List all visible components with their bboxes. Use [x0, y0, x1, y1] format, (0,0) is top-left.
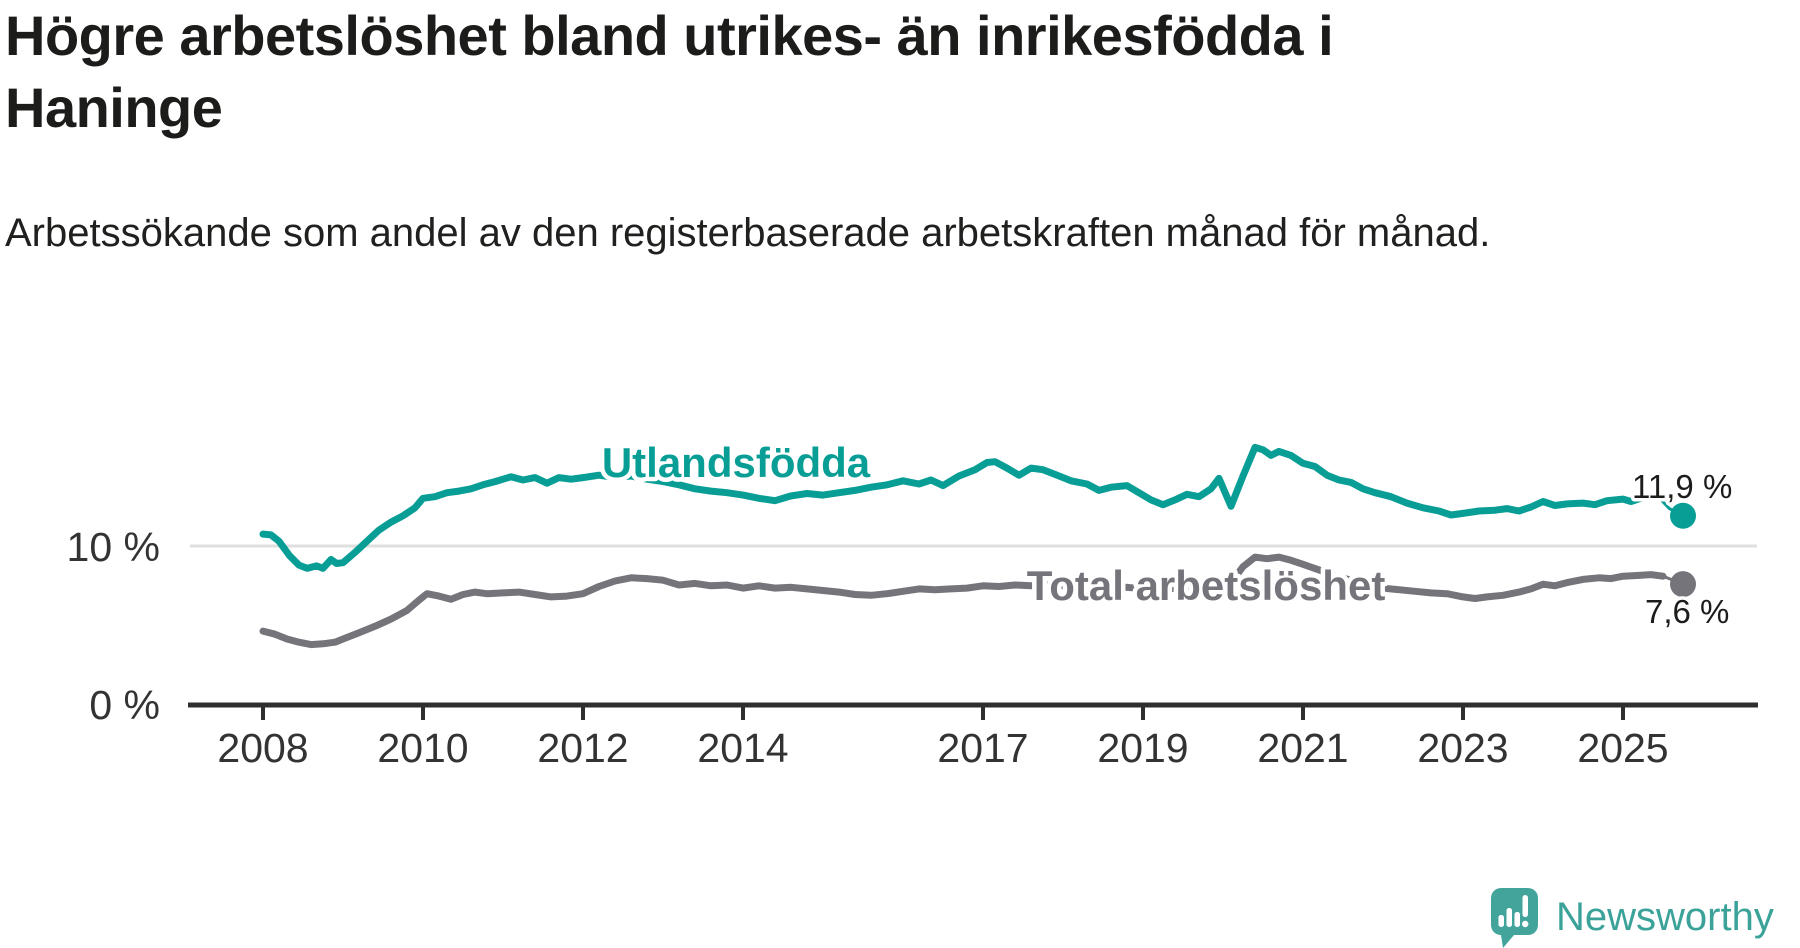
end-value-label-utlandsfodda: 11,9 %	[1632, 468, 1732, 505]
logo-exclamation-bar	[1522, 895, 1528, 917]
x-tick-label-2008: 2008	[217, 725, 308, 771]
newsworthy-logo-text: Newsworthy	[1556, 895, 1774, 939]
chart-subtitle: Arbetssökande som andel av den registerb…	[5, 211, 1491, 255]
x-tick-label-2023: 2023	[1417, 725, 1508, 771]
newsworthy-logo-icon	[1491, 888, 1538, 948]
newsworthy-logo: Newsworthy	[1491, 888, 1774, 948]
x-tick-label-2012: 2012	[537, 725, 628, 771]
chart-title: Högre arbetslöshet bland utrikes- än inr…	[5, 4, 1334, 139]
x-tick-label-2014: 2014	[697, 725, 788, 771]
logo-bar-1	[1498, 915, 1504, 927]
logo-bar-3	[1514, 912, 1520, 927]
y-tick-label-0: 0 %	[89, 682, 160, 728]
series-line-1	[259, 553, 1667, 649]
series-lines	[259, 443, 1696, 649]
x-tick-label-2017: 2017	[937, 725, 1028, 771]
series-endpoint-dot-0	[1670, 502, 1696, 529]
y-tick-label-10: 10 %	[67, 524, 160, 570]
series-line-0	[259, 443, 1661, 572]
x-tick-label-2021: 2021	[1257, 725, 1348, 771]
series-label-utlandsfodda: Utlandsfödda	[602, 439, 871, 486]
x-tick-label-2019: 2019	[1097, 725, 1188, 771]
x-axis: 2008 2010 2012 2014 2017 2019 2021 2023 2025	[188, 702, 1758, 771]
logo-bar-2	[1506, 908, 1512, 927]
x-tick-label-2010: 2010	[377, 725, 468, 771]
end-value-label-total: 7,6 %	[1645, 593, 1729, 630]
series-endpoint-dot-1	[1670, 571, 1696, 598]
x-tick-label-2025: 2025	[1577, 725, 1668, 771]
series-label-total-arbetsloshet: Total arbetslöshet	[1027, 562, 1386, 609]
logo-exclamation-dot	[1522, 920, 1529, 928]
